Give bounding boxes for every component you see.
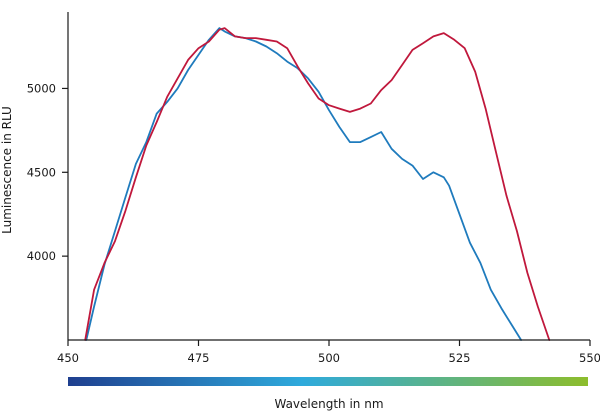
y-axis-title: Luminescence in RLU xyxy=(0,106,14,234)
wavelength-colorbar xyxy=(68,377,588,386)
x-axis-ticks: 450 475 500 525 550 xyxy=(57,340,600,365)
x-tick-label: 525 xyxy=(449,351,471,365)
y-tick-label: 4000 xyxy=(27,249,56,263)
y-axis-ticks: 4000 4500 5000 xyxy=(27,81,68,263)
x-tick-label: 550 xyxy=(579,351,600,365)
y-tick-label: 4500 xyxy=(27,165,56,179)
x-tick-label: 450 xyxy=(57,351,79,365)
y-tick-label: 5000 xyxy=(27,81,56,95)
series-layer xyxy=(84,27,551,341)
series-line-2 xyxy=(84,27,551,341)
x-tick-label: 475 xyxy=(188,351,210,365)
x-tick-label: 500 xyxy=(318,351,340,365)
x-axis-title: Wavelength in nm xyxy=(274,397,383,411)
